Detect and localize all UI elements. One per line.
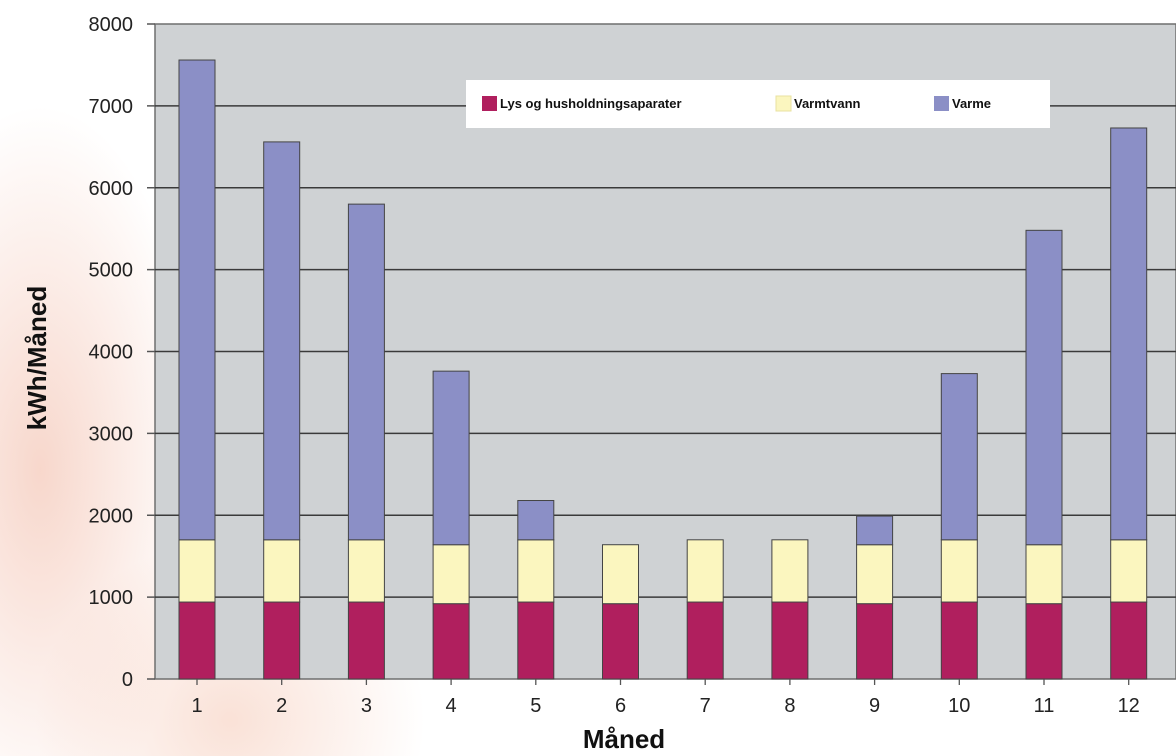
x-tick-label: 11 <box>1034 695 1055 717</box>
legend-label: Varmtvann <box>794 96 861 111</box>
bar-segment <box>432 370 470 546</box>
bar-segment <box>856 544 894 605</box>
bars <box>178 59 1148 680</box>
bar-segment <box>940 373 978 541</box>
x-tick-label: 7 <box>700 695 711 717</box>
bar-segment <box>1025 229 1063 546</box>
bar-segment <box>178 59 216 541</box>
bar-segment <box>517 500 555 541</box>
bar-segment <box>347 203 385 541</box>
legend: Lys og husholdningsaparater Varmtvann Varm… <box>466 80 1050 128</box>
legend-label: Varme <box>952 96 991 111</box>
bar-segment <box>263 539 301 603</box>
y-tick-label: 8000 <box>89 14 134 36</box>
bar-segment <box>1110 601 1148 680</box>
y-tick-label: 6000 <box>89 178 134 200</box>
bar-segment <box>1110 127 1148 541</box>
bar-segment <box>1025 603 1063 680</box>
bar-segment <box>1025 544 1063 605</box>
bar-segment <box>263 601 301 680</box>
gridlines <box>155 105 1176 598</box>
bar-segment <box>517 539 555 603</box>
bar-segment <box>940 539 978 603</box>
legend-swatch <box>775 95 792 112</box>
x-tick-label: 8 <box>784 695 795 717</box>
x-tick-label: 6 <box>615 695 626 717</box>
x-tick-label: 4 <box>446 695 457 717</box>
bar-segment <box>686 539 724 603</box>
y-tick-label: 3000 <box>89 423 134 445</box>
bar-segment <box>686 601 724 680</box>
legend-box <box>466 80 1050 128</box>
bar-segment <box>856 515 894 546</box>
y-tick-label: 7000 <box>89 96 134 118</box>
y-tick-label: 4000 <box>89 342 134 364</box>
x-tick-label: 2 <box>276 695 287 717</box>
bar-segment <box>940 601 978 680</box>
y-tick-label: 1000 <box>89 587 134 609</box>
bar-segment <box>602 603 639 680</box>
x-tick-label: 9 <box>869 695 880 717</box>
x-tick-label: 3 <box>361 695 372 717</box>
bar-segment <box>178 601 216 680</box>
bar-segment <box>432 603 470 680</box>
bar-segment <box>178 539 216 603</box>
y-axis-title: kWh/Måned <box>22 286 52 430</box>
y-tick-label: 5000 <box>89 260 134 282</box>
x-tick-label: 1 <box>191 695 202 717</box>
bar-segment <box>263 141 301 541</box>
legend-label: Lys og husholdningsaparater <box>500 96 682 111</box>
x-tick-label: 5 <box>530 695 541 717</box>
y-tick-label: 2000 <box>89 505 134 527</box>
bar-segment <box>771 601 809 680</box>
legend-swatch <box>482 96 497 111</box>
bar-segment <box>432 544 470 605</box>
bar-segment <box>517 601 555 680</box>
bar-segment <box>1110 539 1148 603</box>
x-tick-label: 12 <box>1118 695 1140 717</box>
legend-swatch <box>934 96 949 111</box>
bar-segment <box>602 544 639 605</box>
bar-segment <box>347 601 385 680</box>
bar-segment <box>347 539 385 603</box>
bar-segment <box>771 539 809 603</box>
x-tick-label: 10 <box>948 695 970 717</box>
bar-segment <box>856 603 894 680</box>
x-axis-title: Måned <box>583 724 665 754</box>
y-tick-label: 0 <box>122 669 133 691</box>
